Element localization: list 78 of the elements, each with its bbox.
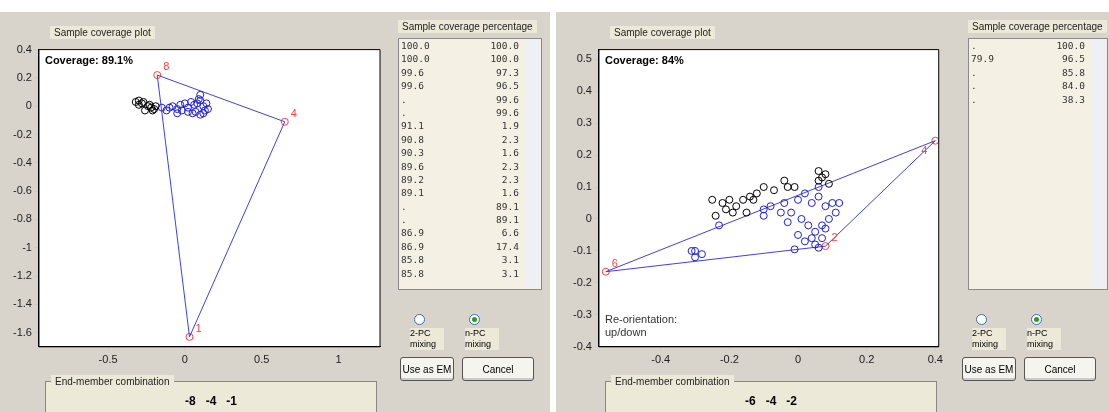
annotation: 4 bbox=[290, 106, 297, 119]
x-tick-label: 0.4 bbox=[927, 353, 943, 366]
x-tick-label: 0.5 bbox=[254, 353, 270, 366]
text: . 89.1 bbox=[401, 214, 519, 226]
x-tick-label: -0.4 bbox=[651, 353, 671, 366]
y-tick-label: 0 bbox=[585, 212, 592, 224]
text: 86.9 17.4 bbox=[401, 240, 519, 252]
y-tick-label: 0.2 bbox=[16, 70, 32, 83]
x-tick-label: 0 bbox=[181, 353, 188, 366]
text: Sample coverage percentage bbox=[968, 20, 1107, 33]
text: Cancel bbox=[1024, 357, 1096, 381]
text: Sample coverage percentage bbox=[398, 20, 537, 33]
annotation: 6 bbox=[611, 256, 618, 269]
text: 100.0 100.0 bbox=[401, 40, 519, 51]
text: 91.1 1.9 bbox=[401, 120, 519, 132]
text: -6 -4 -2 bbox=[744, 394, 798, 408]
y-tick-label: -1.6 bbox=[12, 325, 32, 338]
text: -8 -4 -1 bbox=[184, 394, 238, 408]
y-tick-label: -0.8 bbox=[12, 212, 32, 225]
text: 90.8 2.3 bbox=[401, 133, 519, 145]
text: End-member combination bbox=[611, 375, 734, 388]
text: 89.1 1.6 bbox=[401, 187, 519, 199]
text: 99.6 97.3 bbox=[401, 66, 519, 78]
text: . 99.6 bbox=[401, 93, 519, 105]
text: . 38.3 bbox=[971, 93, 1085, 105]
text: 79.9 96.5 bbox=[971, 53, 1085, 65]
text: Use as EM bbox=[400, 357, 454, 381]
y-tick-label: 0.1 bbox=[576, 180, 592, 193]
text: End-member combination bbox=[51, 375, 174, 388]
y-tick-label: 0.4 bbox=[16, 42, 32, 55]
text: 86.9 6.6 bbox=[401, 227, 519, 239]
annotation: 2 bbox=[831, 231, 838, 244]
y-tick-label: -0.3 bbox=[572, 307, 592, 320]
chart-title: Sample coverage plot bbox=[50, 26, 155, 39]
text: . 89.1 bbox=[401, 200, 519, 212]
chart-title: Sample coverage plot bbox=[610, 26, 715, 39]
y-tick-label: -0.4 bbox=[12, 155, 32, 168]
x-tick-label: -0.2 bbox=[719, 353, 739, 366]
annotation: Coverage: 84% bbox=[604, 54, 685, 67]
y-tick-label: -1.2 bbox=[12, 269, 32, 282]
text: Cancel bbox=[462, 357, 534, 381]
y-tick-label: -1 bbox=[22, 240, 32, 253]
annotation: Coverage: 89.1% bbox=[44, 54, 134, 67]
y-tick-label: -0.1 bbox=[572, 243, 592, 256]
annotation: 8 bbox=[163, 60, 170, 73]
x-tick-label: 1 bbox=[335, 353, 342, 366]
text: Use as EM bbox=[962, 357, 1016, 381]
x-tick-label: 0.2 bbox=[859, 353, 875, 366]
text: . 84.0 bbox=[971, 80, 1085, 92]
text: 90.3 1.6 bbox=[401, 147, 519, 159]
text: 100.0 100.0 bbox=[401, 53, 519, 65]
y-tick-label: 0 bbox=[25, 99, 32, 112]
text: 2-PC mixing bbox=[972, 328, 1006, 350]
y-tick-label: 0.4 bbox=[576, 84, 592, 97]
text: 2-PC mixing bbox=[410, 328, 444, 350]
x-tick-label: -0.5 bbox=[98, 353, 118, 366]
text: . 99.6 bbox=[401, 106, 519, 118]
annotation: Re-orientation: up/down bbox=[604, 313, 678, 339]
y-tick-label: -0.6 bbox=[12, 184, 32, 197]
annotation: 1 bbox=[195, 321, 202, 334]
text: 85.8 3.1 bbox=[401, 254, 519, 266]
y-tick-label: 0.5 bbox=[576, 52, 592, 65]
text: . 85.8 bbox=[971, 66, 1085, 78]
text: 85.8 3.1 bbox=[401, 267, 519, 279]
text: 89.6 2.3 bbox=[401, 160, 519, 172]
text: n-PC mixing bbox=[465, 328, 499, 350]
text: 99.6 96.5 bbox=[401, 80, 519, 92]
y-tick-label: -1.4 bbox=[12, 297, 32, 310]
y-tick-label: -0.4 bbox=[572, 339, 592, 352]
text: 89.2 2.3 bbox=[401, 173, 519, 185]
x-tick-label: 0 bbox=[794, 353, 802, 366]
y-tick-label: 0.2 bbox=[576, 148, 592, 161]
text: n-PC mixing bbox=[1027, 328, 1061, 350]
y-tick-label: -0.2 bbox=[572, 275, 592, 288]
text: . 100.0 bbox=[971, 40, 1085, 51]
y-tick-label: 0.3 bbox=[576, 116, 592, 129]
y-tick-label: -0.2 bbox=[12, 127, 32, 140]
annotation: 4 bbox=[921, 143, 928, 156]
